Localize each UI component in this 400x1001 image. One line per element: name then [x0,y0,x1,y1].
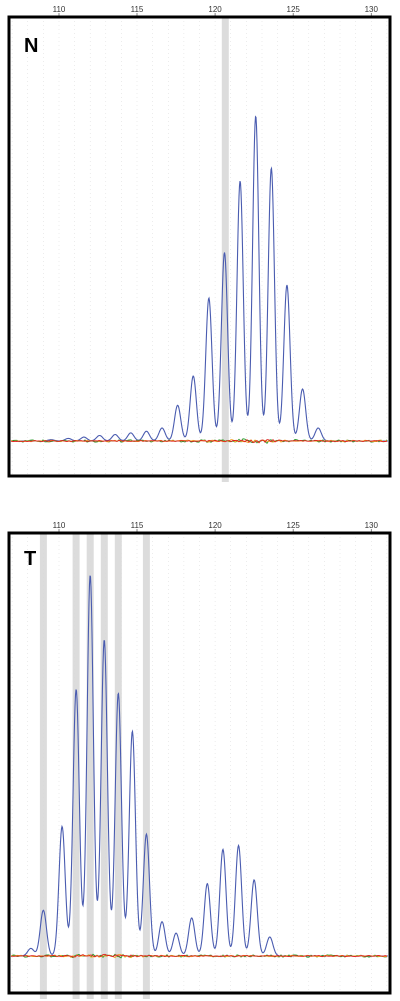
x-tick-label: 125 [287,521,301,530]
x-tick-label: 115 [131,521,144,530]
x-tick-label: 110 [53,521,66,530]
x-tick-label: 130 [365,5,379,14]
highlight-band [221,17,229,482]
panel-title-n: N [24,35,38,57]
plot-frame [7,531,392,995]
traces [10,575,388,959]
plot-frame [7,15,392,478]
highlight-band [72,533,80,999]
panel-title-t: T [24,548,36,570]
grid-lines [11,17,388,476]
traces [10,115,388,444]
panel-t: 110 115 120 125 130 T [7,521,392,999]
x-tick-label: 115 [131,5,144,14]
x-tick-label: 110 [53,5,66,14]
highlight-bands [221,17,229,482]
x-tick-label: 120 [208,521,222,530]
x-tick-label: 130 [365,521,379,530]
x-tick-label: 120 [208,5,222,14]
highlight-band [100,533,108,999]
panel-n: 110 115 120 125 130 N [7,5,392,482]
grid-lines [11,533,388,993]
highlight-band [114,533,122,999]
highlight-band [142,533,150,999]
red-trace [10,439,388,444]
red-trace [10,953,388,958]
x-tick-label: 125 [287,5,301,14]
x-axis-ticks: 110 115 120 125 130 [53,5,379,17]
